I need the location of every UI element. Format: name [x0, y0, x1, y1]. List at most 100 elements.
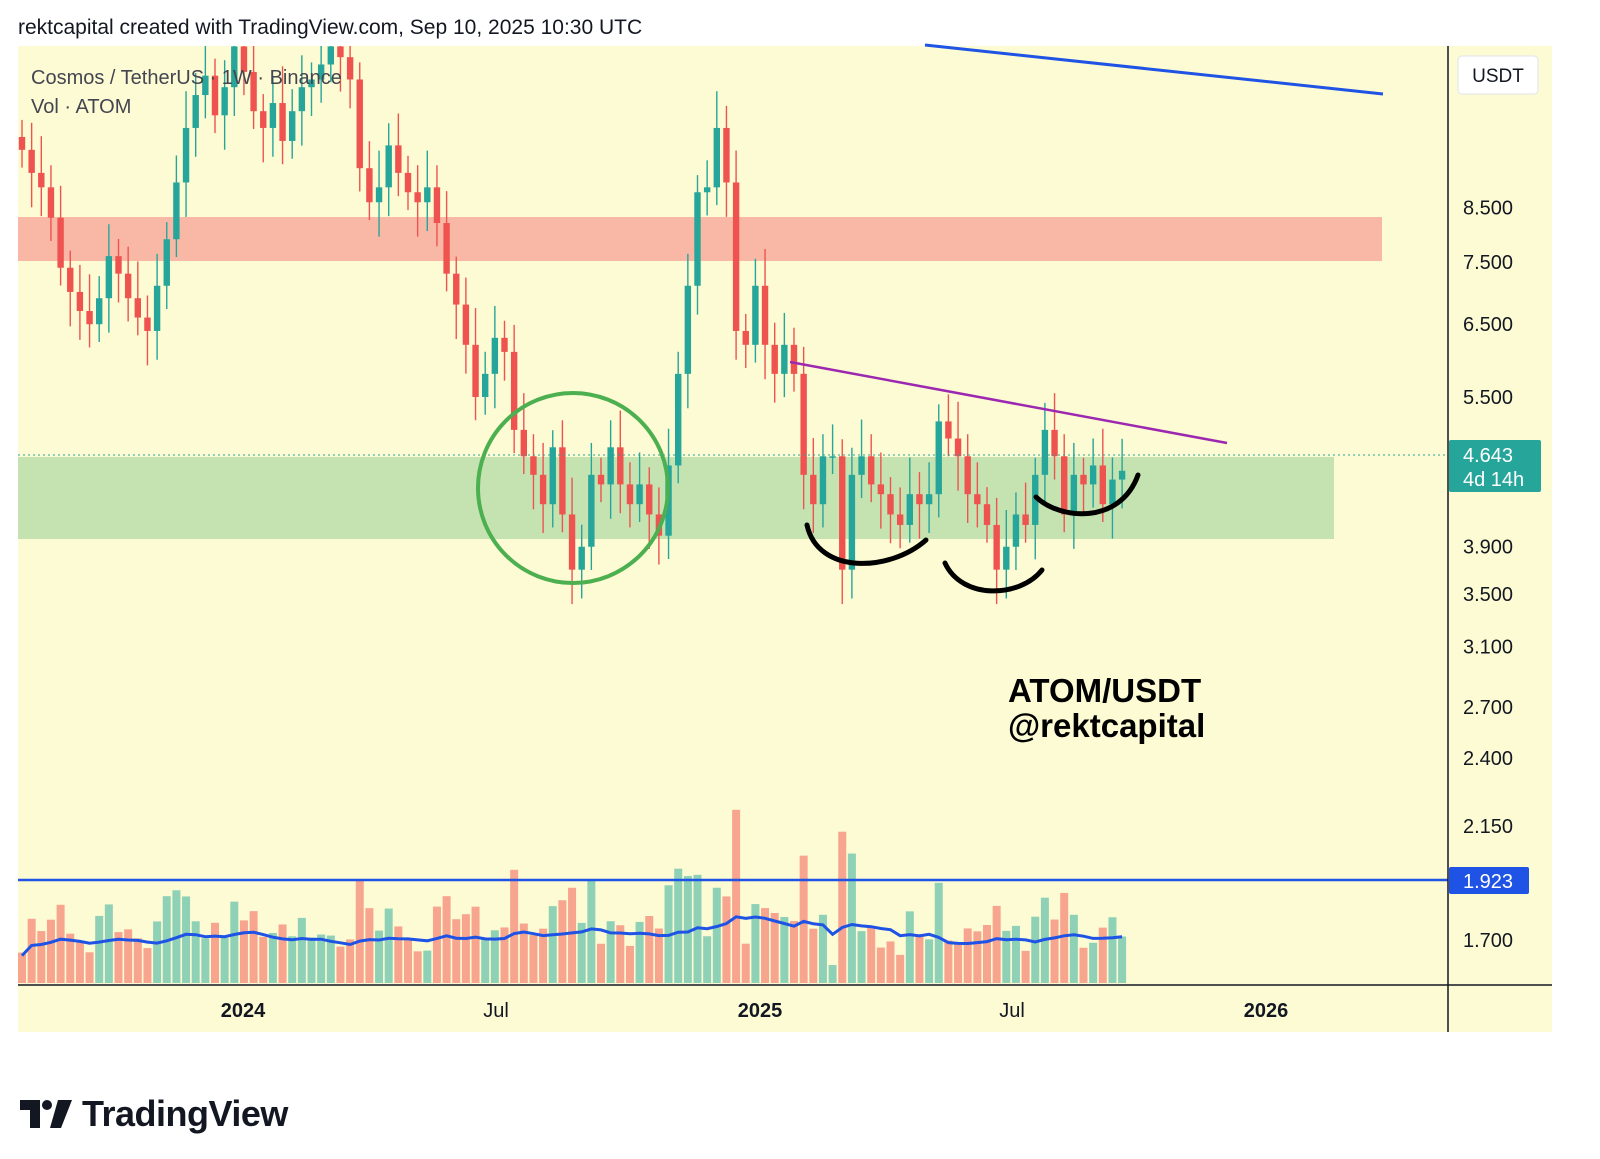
volume-bar — [683, 876, 692, 983]
candle-body — [115, 256, 122, 274]
candle-body — [964, 456, 971, 495]
candle-body — [173, 182, 180, 240]
candle-body — [1099, 465, 1106, 505]
candle-body — [829, 456, 836, 458]
candle-body — [424, 187, 431, 203]
candle-body — [559, 447, 566, 515]
candle-body — [539, 474, 547, 505]
candle-body — [742, 330, 749, 345]
volume-bar — [413, 951, 422, 983]
volume-bar — [886, 941, 895, 983]
volume-bar — [471, 906, 480, 983]
volume-bar — [37, 931, 46, 983]
volume-bar — [838, 831, 847, 983]
candle-body — [1061, 456, 1068, 515]
candle-body — [298, 87, 306, 112]
volume-bar — [143, 948, 152, 983]
support-zone — [18, 457, 1334, 539]
volume-bar — [153, 921, 162, 983]
annotation-pair: ATOM/USDT — [1008, 672, 1201, 709]
candle-body — [993, 524, 1000, 570]
candle-body — [588, 474, 595, 547]
volume-bar — [587, 879, 596, 983]
time-tick-label: 2026 — [1244, 1000, 1289, 1022]
volume-bar — [867, 925, 876, 983]
last-price-tag[interactable] — [1449, 440, 1541, 492]
candle-body — [617, 447, 624, 485]
candle-body — [57, 217, 64, 268]
candle-body — [501, 337, 508, 352]
currency-button[interactable] — [1457, 55, 1539, 95]
time-tick-label: Jul — [483, 1000, 509, 1022]
candle-body — [1051, 429, 1058, 457]
volume-bar — [133, 938, 142, 983]
candle-body — [134, 298, 141, 318]
volume-bar — [1050, 919, 1059, 983]
volume-bar — [1108, 917, 1117, 983]
volume-bar — [268, 932, 277, 983]
volume-bar — [761, 908, 770, 983]
volume-level-tag[interactable] — [1449, 867, 1529, 894]
annotation-author: @rektcapital — [1008, 707, 1205, 744]
volume-bar — [828, 965, 837, 983]
candle-body — [327, 46, 334, 65]
volume-bar — [249, 911, 258, 983]
volume-bar — [124, 929, 133, 983]
tradingview-logo[interactable]: TradingView — [20, 1092, 288, 1136]
volume-bars — [18, 809, 1127, 983]
volume-bar — [18, 952, 26, 983]
price-tick-label: 2.150 — [1463, 816, 1513, 838]
purple-trendline[interactable] — [789, 360, 1228, 445]
candle-body — [549, 447, 556, 505]
candle-body — [675, 373, 682, 466]
candle-body — [308, 79, 315, 88]
candle-body — [192, 95, 199, 128]
hand-drawn-arc-1 — [804, 522, 929, 566]
candle-body — [954, 438, 962, 457]
time-axis-ticks: 2024 Jul 2025 Jul 2026 — [221, 1000, 1289, 1022]
volume-bar — [66, 933, 75, 983]
volume-bar — [770, 912, 779, 983]
candle-body — [38, 172, 45, 188]
candle-body — [18, 136, 26, 150]
candle-body — [568, 514, 576, 570]
volume-bar — [625, 945, 634, 983]
volume-bar — [616, 925, 625, 983]
volume-bar — [288, 936, 297, 983]
candle-body — [433, 187, 441, 224]
candle-body — [810, 474, 817, 505]
candle-body — [1070, 474, 1078, 515]
currency-label: USDT — [1472, 66, 1524, 87]
candle-body — [752, 285, 759, 345]
price-tick-label: 3.100 — [1463, 637, 1513, 659]
blue-trendline[interactable] — [924, 43, 1384, 96]
candle-body — [684, 285, 692, 374]
volume-bar — [278, 924, 287, 983]
candle-body — [1003, 546, 1010, 570]
volume-bar — [27, 918, 36, 983]
volume-bar — [95, 915, 104, 983]
volume-bar — [954, 943, 963, 983]
volume-bar — [732, 809, 741, 983]
volume-bar — [645, 916, 654, 983]
volume-bar — [104, 904, 113, 983]
candle-body — [703, 187, 711, 193]
volume-bar — [925, 939, 934, 983]
candle-body — [366, 168, 373, 203]
volume-bar — [114, 932, 123, 983]
price-tick-label: 7.500 — [1463, 252, 1513, 274]
candle-body — [1089, 465, 1097, 485]
candle-body — [520, 429, 527, 457]
volume-bar — [1098, 927, 1107, 983]
last-price-value: 4.643 — [1463, 445, 1513, 467]
volume-bar — [317, 934, 326, 983]
bar-countdown: 4d 14h — [1463, 469, 1524, 491]
candle-body — [732, 182, 740, 331]
volume-bar — [558, 900, 567, 983]
volume-bar — [934, 882, 943, 983]
candle-body — [67, 267, 74, 292]
price-tick-label: 2.400 — [1463, 748, 1513, 770]
volume-bar — [432, 906, 441, 983]
volume-bar — [442, 896, 451, 983]
